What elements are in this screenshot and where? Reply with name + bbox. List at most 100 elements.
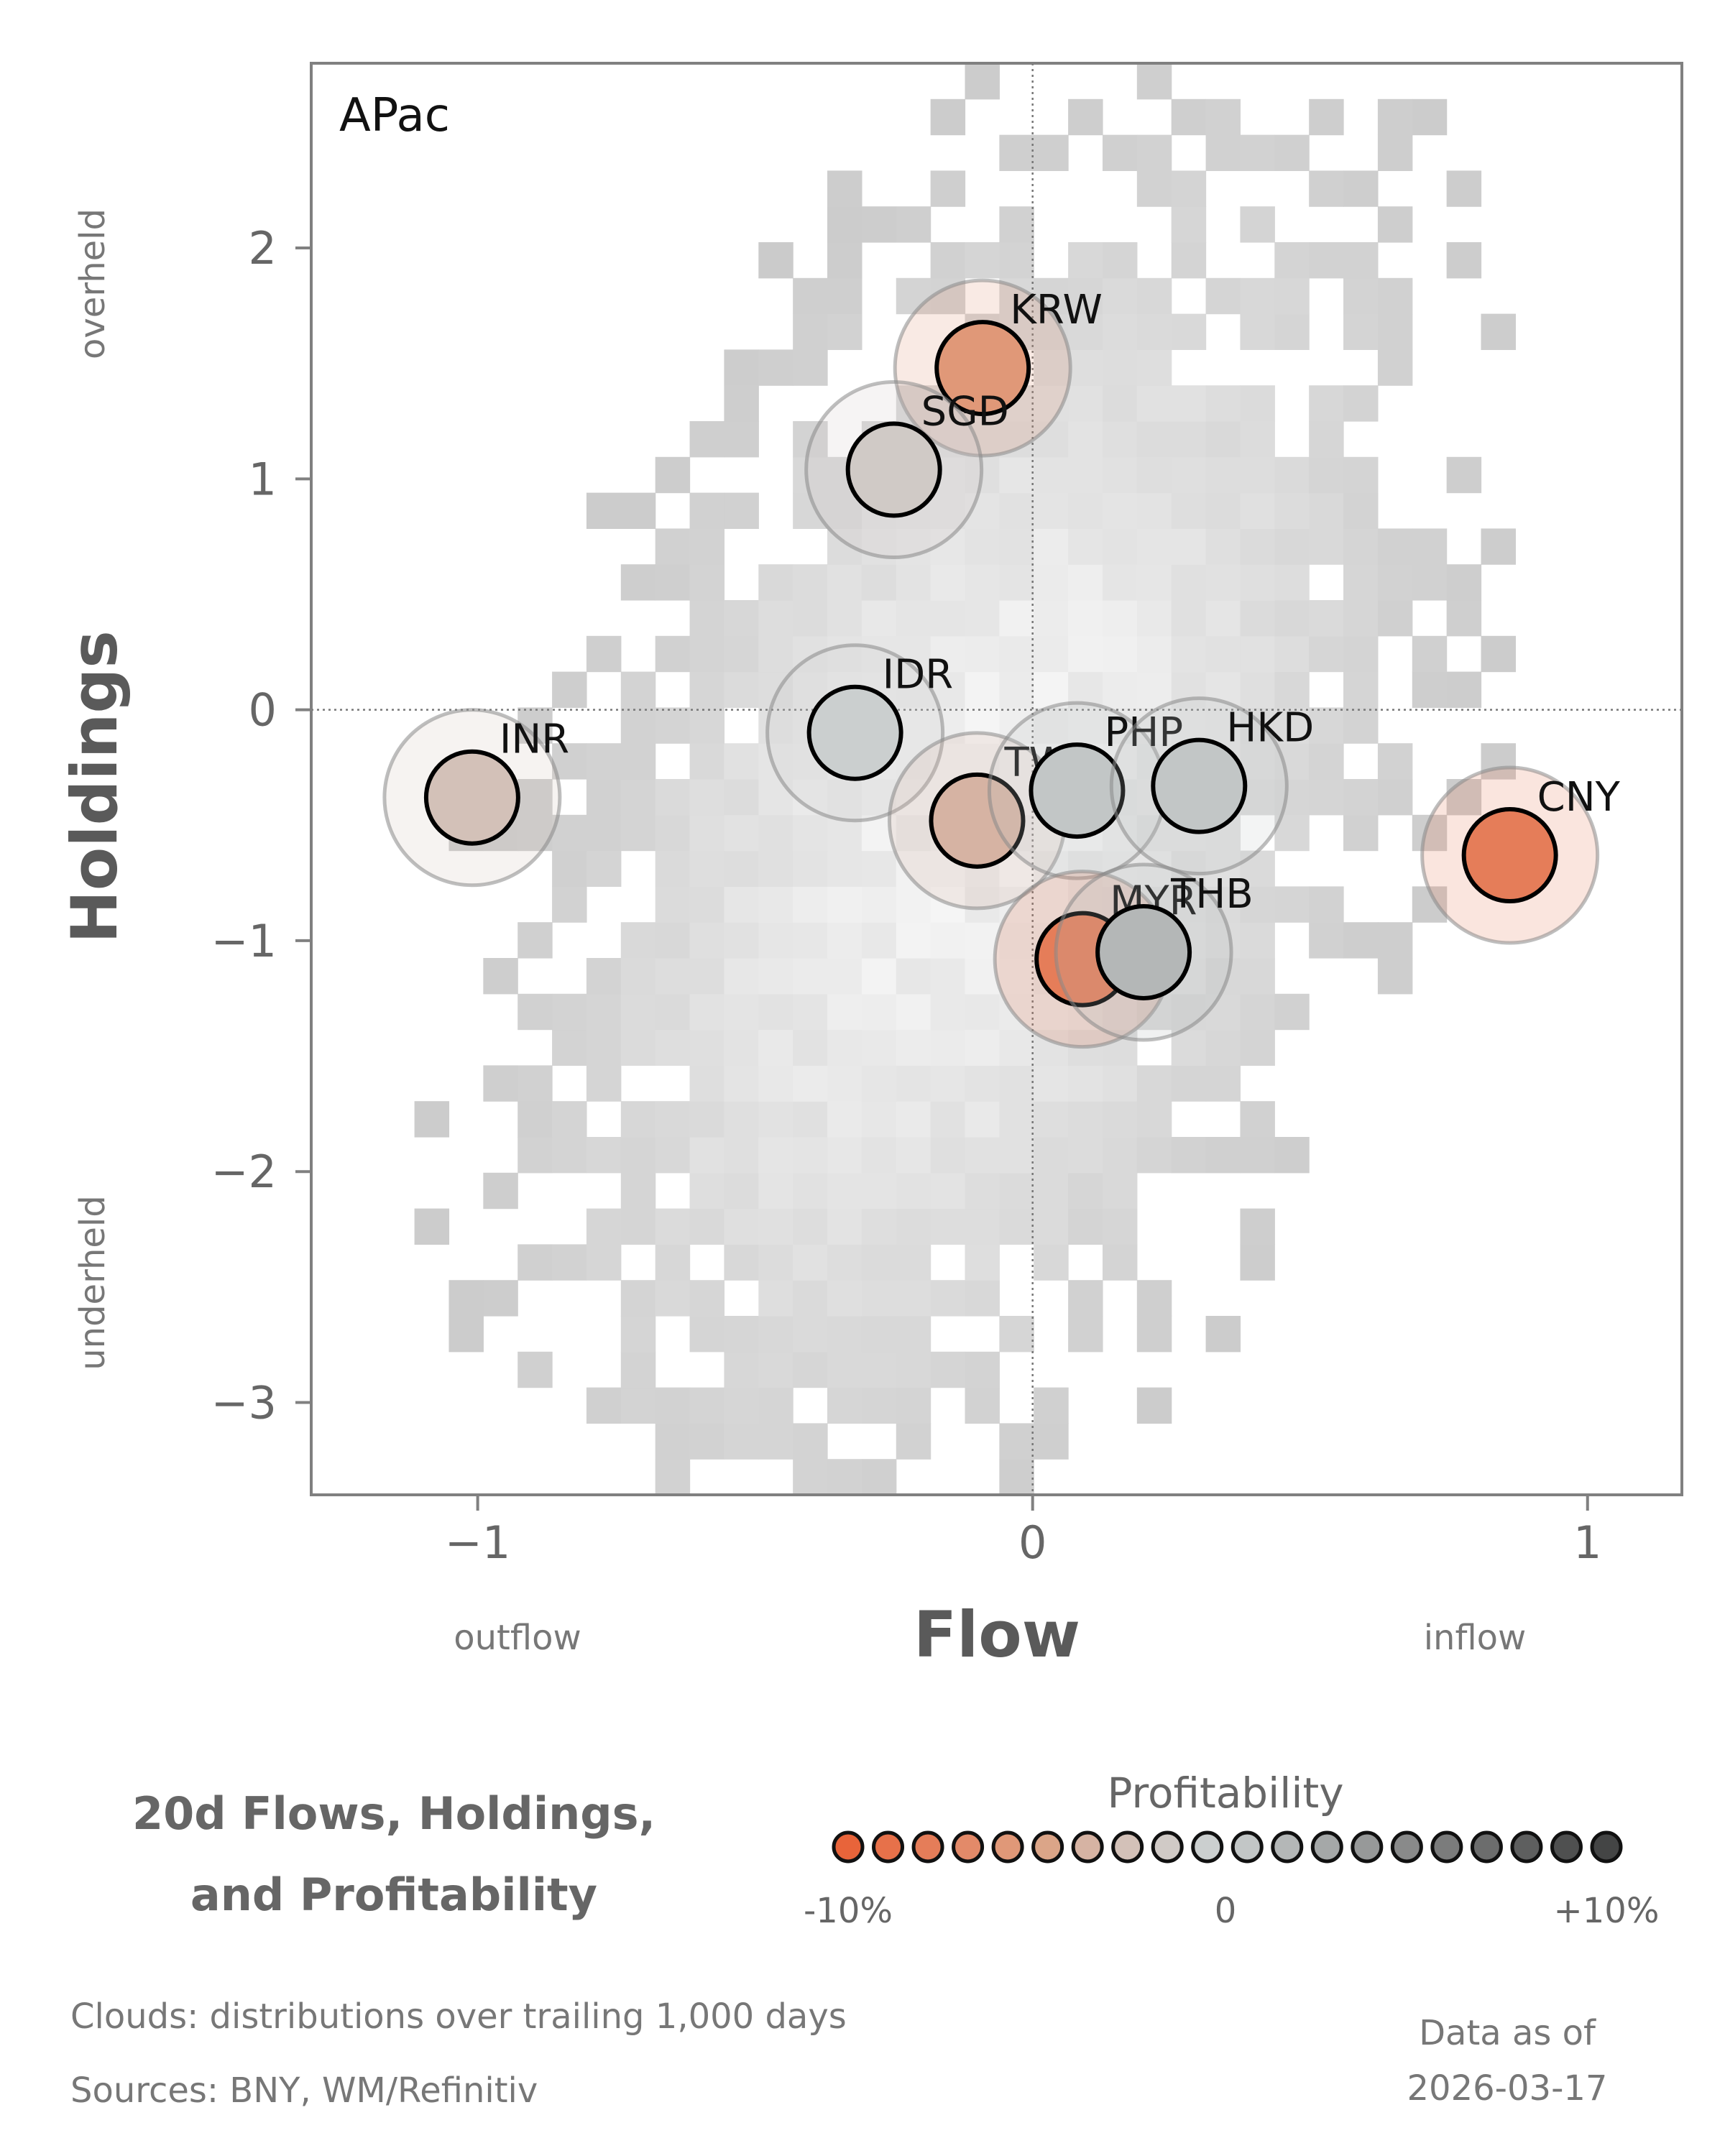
density-cell (1102, 242, 1138, 279)
density-cell (1481, 528, 1516, 565)
density-cell (620, 743, 656, 780)
density-cell (1136, 1387, 1172, 1424)
density-cell (1412, 528, 1448, 565)
density-cell (793, 600, 828, 637)
density-cell (1343, 528, 1379, 565)
density-cell (724, 1029, 759, 1066)
density-cell (861, 1316, 897, 1353)
density-cell (896, 958, 932, 995)
density-cell (1205, 564, 1241, 601)
density-cell (620, 564, 656, 601)
density-cell (827, 313, 862, 350)
x-tick-label: −1 (445, 1516, 510, 1569)
density-cell (930, 170, 966, 207)
density-cell (552, 1244, 587, 1281)
density-cell (689, 1137, 725, 1174)
density-cell (1068, 1280, 1103, 1317)
density-cell (1446, 779, 1482, 816)
density-cell (1377, 313, 1413, 350)
density-cell (965, 635, 1000, 673)
density-cell (586, 1137, 622, 1174)
density-cell (999, 1029, 1034, 1066)
density-cell (999, 1208, 1034, 1245)
density-cell (1034, 671, 1069, 708)
density-cell (827, 1208, 862, 1245)
density-cell (793, 850, 828, 887)
density-cell (1102, 1172, 1138, 1210)
density-cell (1309, 707, 1344, 744)
caption-line-2: and Profitability (190, 1869, 597, 1921)
density-cell (1377, 206, 1413, 243)
density-cell (999, 1459, 1034, 1495)
density-cell (1446, 671, 1482, 708)
y-tick-label: 0 (249, 684, 277, 737)
density-cell (1171, 1065, 1207, 1102)
density-cell (827, 1101, 862, 1138)
density-cell (1068, 1316, 1103, 1353)
density-cell (758, 779, 794, 816)
density-cell (689, 1387, 725, 1424)
density-cell (1171, 456, 1207, 494)
density-cell (793, 1280, 828, 1317)
density-cell (896, 1423, 932, 1460)
density-cell (861, 564, 897, 601)
density-cell (448, 1280, 484, 1317)
density-cell (965, 1387, 1000, 1424)
density-cell (1171, 385, 1207, 422)
density-cell (1102, 349, 1138, 386)
density-cell (758, 886, 794, 923)
density-cell (1481, 743, 1516, 780)
density-cell (724, 385, 759, 422)
density-cell (483, 1280, 518, 1317)
legend-swatch (952, 1830, 985, 1864)
density-cell (655, 564, 691, 601)
density-cell (827, 1387, 862, 1424)
density-cell (827, 1172, 862, 1210)
density-cell (1034, 349, 1069, 386)
density-cell (620, 814, 656, 852)
legend-swatch (1230, 1830, 1264, 1864)
density-cell (724, 1351, 759, 1388)
density-cell (1034, 600, 1069, 637)
x-hint-outflow: outflow (454, 1618, 581, 1658)
density-cell (1240, 993, 1275, 1031)
density-cell (724, 1101, 759, 1138)
density-cell (1377, 349, 1413, 386)
density-cell (1343, 242, 1379, 279)
x-tick-label: 0 (1018, 1516, 1046, 1569)
density-cell (930, 1172, 966, 1210)
density-cell (655, 1280, 691, 1317)
density-cell (896, 564, 932, 601)
density-cell (448, 1316, 484, 1353)
point-marker (934, 320, 1031, 417)
density-cell (793, 1172, 828, 1210)
density-cell (552, 1029, 587, 1066)
density-cell (896, 1351, 932, 1388)
density-cell (1136, 492, 1172, 529)
density-cell (1343, 671, 1379, 708)
density-cell (1068, 421, 1103, 458)
legend-swatches (832, 1830, 1623, 1864)
density-cell (930, 635, 966, 673)
density-cell (965, 1280, 1000, 1317)
footer-clouds: Clouds: distributions over trailing 1,00… (70, 1996, 847, 2037)
point-idr: IDR (765, 643, 953, 823)
density-cell (1240, 313, 1275, 350)
density-cell (1205, 1137, 1241, 1174)
density-cell (655, 1423, 691, 1460)
density-cell (965, 1351, 1000, 1388)
legend-swatch (1271, 1830, 1304, 1864)
density-cell (1171, 492, 1207, 529)
density-cell (1034, 134, 1069, 171)
density-cell (1274, 635, 1310, 673)
density-cell (1205, 993, 1241, 1031)
density-cell (655, 958, 691, 995)
density-cell (1309, 98, 1344, 136)
density-cell (827, 600, 862, 637)
density-cell (930, 1351, 966, 1388)
density-cell (999, 206, 1034, 243)
legend-swatch (991, 1830, 1024, 1864)
density-cell (1240, 528, 1275, 565)
density-cell (1171, 313, 1207, 350)
point-marker (1461, 807, 1558, 904)
